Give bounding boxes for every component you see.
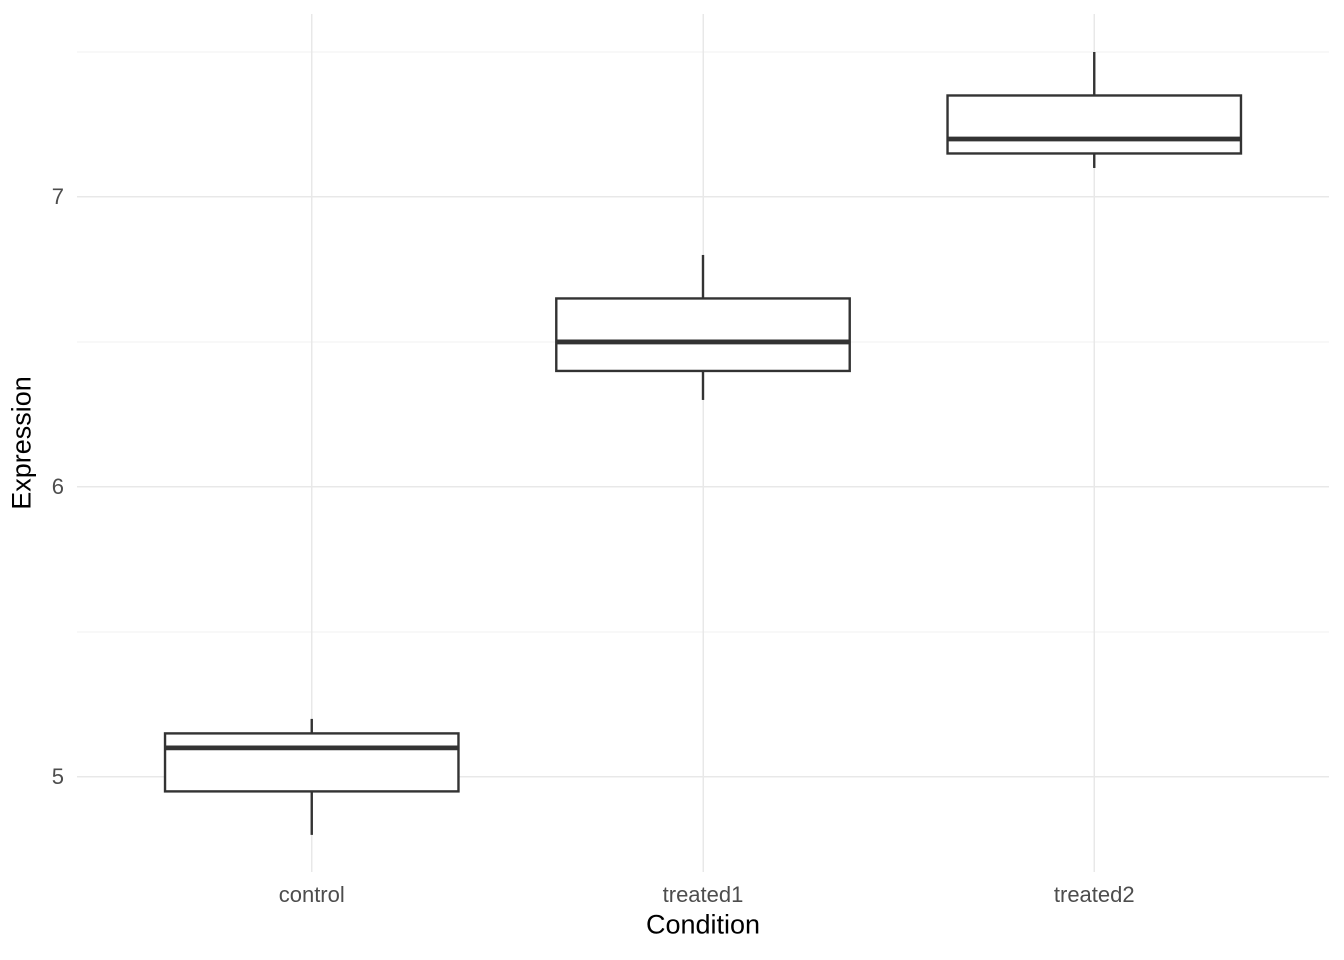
x-tick-label-treated1: treated1 [662, 882, 744, 907]
box-treated2 [946, 94, 1243, 155]
y-tick-label-7: 7 [51, 183, 64, 209]
x-tick-label-control: control [278, 882, 345, 907]
box-control [163, 732, 460, 793]
box-treated1 [555, 297, 851, 373]
y-tick-label-6: 6 [51, 473, 64, 499]
x-axis-title: Condition [645, 909, 761, 940]
y-tick-label-5: 5 [51, 763, 64, 789]
x-tick-label-treated2: treated2 [1053, 882, 1135, 907]
